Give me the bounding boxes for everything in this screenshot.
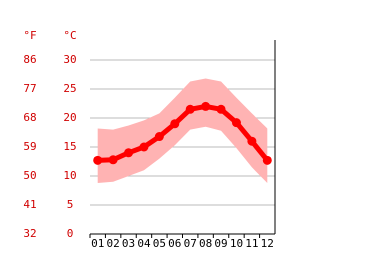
x-tick-label: 08 xyxy=(199,237,212,250)
x-tick-label: 10 xyxy=(230,237,243,250)
y-tick-label: 10 xyxy=(63,169,76,182)
mean-point xyxy=(262,155,272,165)
x-tick-label: 09 xyxy=(214,237,227,250)
y2-tick-label: 59 xyxy=(23,140,36,153)
x-tick-label: 06 xyxy=(168,237,181,250)
mean-point xyxy=(139,142,149,152)
x-tick-label: 05 xyxy=(153,237,166,250)
x-tick-label: 07 xyxy=(184,237,197,250)
mean-point xyxy=(247,136,257,146)
y-tick-label: 15 xyxy=(63,140,76,153)
mean-point xyxy=(170,119,180,129)
y-tick-label: 30 xyxy=(63,53,76,66)
y-tick-label: 25 xyxy=(63,82,76,95)
mean-point xyxy=(201,101,211,111)
y2-tick-label: 50 xyxy=(23,169,36,182)
y-tick-label: 5 xyxy=(67,198,74,211)
range-band xyxy=(97,78,268,183)
x-tick-label: 12 xyxy=(261,237,274,250)
y-tick-label: 20 xyxy=(63,111,76,124)
x-tick-label: 04 xyxy=(137,237,151,250)
x-tick-label: 11 xyxy=(245,237,258,250)
mean-point xyxy=(185,104,195,114)
mean-point xyxy=(154,132,164,142)
mean-point xyxy=(231,118,241,128)
x-tick-label: 02 xyxy=(107,237,120,250)
y-unit: °C xyxy=(63,29,76,42)
x-tick-label: 03 xyxy=(122,237,135,250)
y2-tick-label: 41 xyxy=(23,198,36,211)
mean-point xyxy=(93,155,103,165)
y2-tick-label: 32 xyxy=(23,227,36,240)
y-tick-label: 0 xyxy=(67,227,74,240)
y2-unit: °F xyxy=(23,29,36,42)
x-tick-label: 01 xyxy=(91,237,104,250)
mean-point xyxy=(216,104,226,114)
y2-tick-label: 86 xyxy=(23,53,36,66)
mean-point xyxy=(124,148,134,158)
y2-tick-label: 68 xyxy=(23,111,36,124)
mean-point xyxy=(108,155,118,165)
y2-tick-label: 77 xyxy=(23,82,36,95)
